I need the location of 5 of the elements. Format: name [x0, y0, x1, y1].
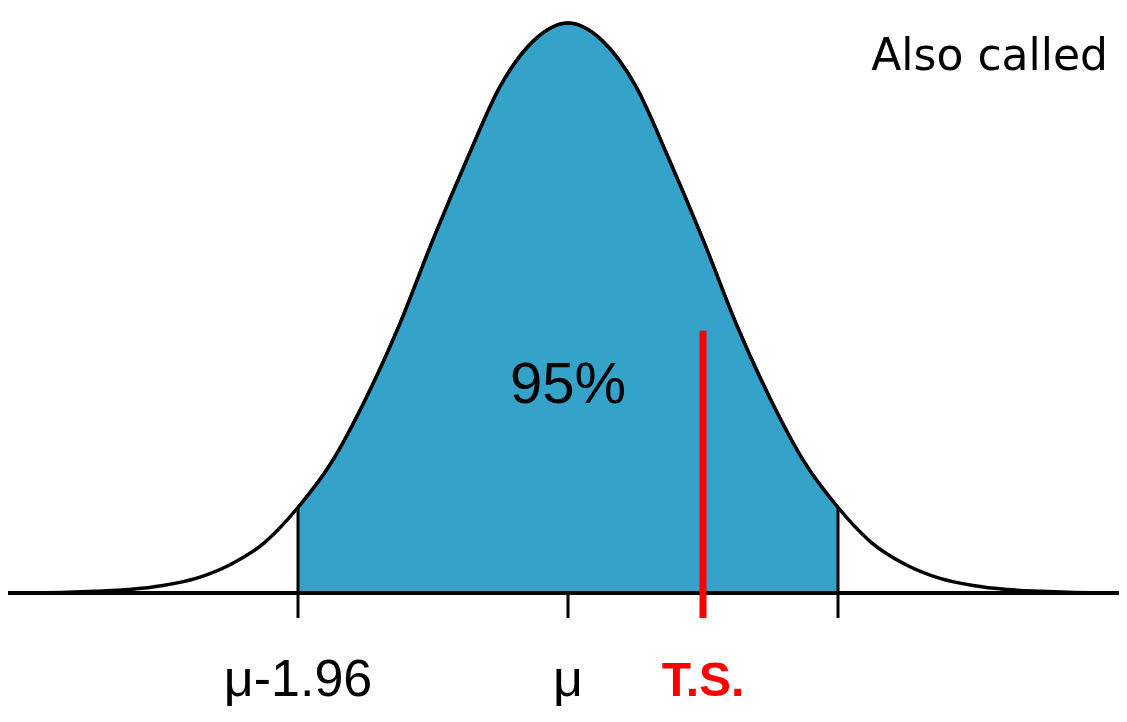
x-tick-label: μ-1.96: [223, 649, 373, 707]
x-tick-label: T.S.: [661, 653, 745, 706]
annotation: Also called: [871, 29, 1108, 80]
x-tick-label: μ: [553, 649, 583, 707]
annotation: 95%: [509, 350, 627, 416]
